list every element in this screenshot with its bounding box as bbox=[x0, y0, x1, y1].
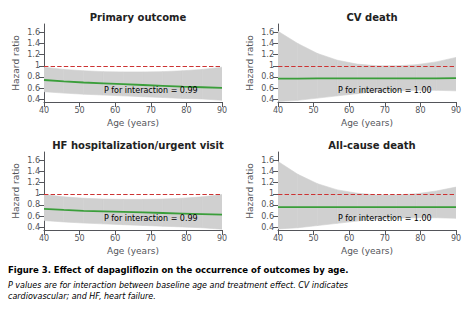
svg-text:0.8: 0.8 bbox=[261, 200, 274, 209]
svg-text:50: 50 bbox=[75, 234, 85, 243]
svg-text:40: 40 bbox=[273, 234, 283, 243]
svg-text:90: 90 bbox=[217, 106, 227, 115]
svg-text:Age (years): Age (years) bbox=[107, 118, 159, 128]
svg-text:0.8: 0.8 bbox=[27, 72, 40, 81]
svg-text:1.6: 1.6 bbox=[27, 156, 40, 165]
svg-text:90: 90 bbox=[451, 106, 461, 115]
svg-text:40: 40 bbox=[273, 106, 283, 115]
svg-text:Age (years): Age (years) bbox=[107, 246, 159, 256]
svg-text:P for interaction = 0.99: P for interaction = 0.99 bbox=[104, 86, 198, 95]
svg-text:P values are for interaction b: P values are for interaction between bas… bbox=[8, 281, 351, 290]
svg-text:1.6: 1.6 bbox=[27, 28, 40, 37]
svg-text:1.2: 1.2 bbox=[27, 50, 40, 59]
svg-text:Hazard ratio: Hazard ratio bbox=[245, 163, 255, 219]
svg-text:0.4: 0.4 bbox=[261, 95, 274, 104]
svg-text:Hazard ratio: Hazard ratio bbox=[245, 35, 255, 91]
svg-text:1: 1 bbox=[269, 61, 274, 70]
svg-text:1.4: 1.4 bbox=[261, 39, 274, 48]
svg-text:Age (years): Age (years) bbox=[341, 246, 393, 256]
svg-text:0.4: 0.4 bbox=[261, 223, 274, 232]
svg-text:70: 70 bbox=[380, 234, 390, 243]
svg-text:0.4: 0.4 bbox=[27, 223, 40, 232]
svg-text:1.2: 1.2 bbox=[27, 178, 40, 187]
svg-text:1.4: 1.4 bbox=[27, 167, 40, 176]
svg-text:0.8: 0.8 bbox=[261, 72, 274, 81]
svg-text:50: 50 bbox=[309, 106, 319, 115]
svg-text:60: 60 bbox=[344, 106, 354, 115]
svg-text:CV death: CV death bbox=[346, 12, 397, 23]
svg-text:1.2: 1.2 bbox=[261, 50, 274, 59]
svg-text:0.4: 0.4 bbox=[27, 95, 40, 104]
svg-text:P for interaction = 1.00: P for interaction = 1.00 bbox=[338, 86, 432, 95]
svg-text:60: 60 bbox=[344, 234, 354, 243]
svg-text:0.8: 0.8 bbox=[27, 200, 40, 209]
svg-text:All-cause death: All-cause death bbox=[328, 140, 415, 151]
svg-text:1.4: 1.4 bbox=[261, 167, 274, 176]
svg-text:1: 1 bbox=[35, 61, 40, 70]
svg-text:50: 50 bbox=[309, 234, 319, 243]
svg-text:P for interaction = 0.99: P for interaction = 0.99 bbox=[104, 214, 198, 223]
svg-text:cardiovascular; and HF, heart: cardiovascular; and HF, heart failure. bbox=[8, 292, 156, 301]
svg-text:0.6: 0.6 bbox=[27, 212, 40, 221]
svg-text:0.6: 0.6 bbox=[261, 212, 274, 221]
svg-text:50: 50 bbox=[75, 106, 85, 115]
svg-text:80: 80 bbox=[181, 106, 191, 115]
svg-text:70: 70 bbox=[146, 106, 156, 115]
svg-text:1.6: 1.6 bbox=[261, 28, 274, 37]
svg-text:80: 80 bbox=[415, 106, 425, 115]
svg-text:60: 60 bbox=[110, 234, 120, 243]
svg-text:Hazard ratio: Hazard ratio bbox=[11, 35, 21, 91]
svg-text:1: 1 bbox=[269, 189, 274, 198]
svg-text:90: 90 bbox=[217, 234, 227, 243]
svg-text:70: 70 bbox=[380, 106, 390, 115]
svg-text:70: 70 bbox=[146, 234, 156, 243]
svg-text:1.4: 1.4 bbox=[27, 39, 40, 48]
svg-text:Age (years): Age (years) bbox=[341, 118, 393, 128]
svg-text:40: 40 bbox=[39, 106, 49, 115]
svg-text:1.2: 1.2 bbox=[261, 178, 274, 187]
svg-text:40: 40 bbox=[39, 234, 49, 243]
svg-text:Figure 3. Effect of dapagliflo: Figure 3. Effect of dapagliflozin on the… bbox=[8, 265, 348, 275]
svg-text:0.6: 0.6 bbox=[27, 84, 40, 93]
svg-text:0.6: 0.6 bbox=[261, 84, 274, 93]
svg-text:60: 60 bbox=[110, 106, 120, 115]
svg-text:80: 80 bbox=[415, 234, 425, 243]
svg-text:1: 1 bbox=[35, 189, 40, 198]
svg-text:P for interaction = 1.00: P for interaction = 1.00 bbox=[338, 214, 432, 223]
svg-text:HF hospitalization/urgent visi: HF hospitalization/urgent visit bbox=[52, 140, 224, 151]
svg-text:80: 80 bbox=[181, 234, 191, 243]
svg-text:Hazard ratio: Hazard ratio bbox=[11, 163, 21, 219]
svg-text:1.6: 1.6 bbox=[261, 156, 274, 165]
svg-text:Primary outcome: Primary outcome bbox=[90, 12, 187, 23]
svg-text:90: 90 bbox=[451, 234, 461, 243]
